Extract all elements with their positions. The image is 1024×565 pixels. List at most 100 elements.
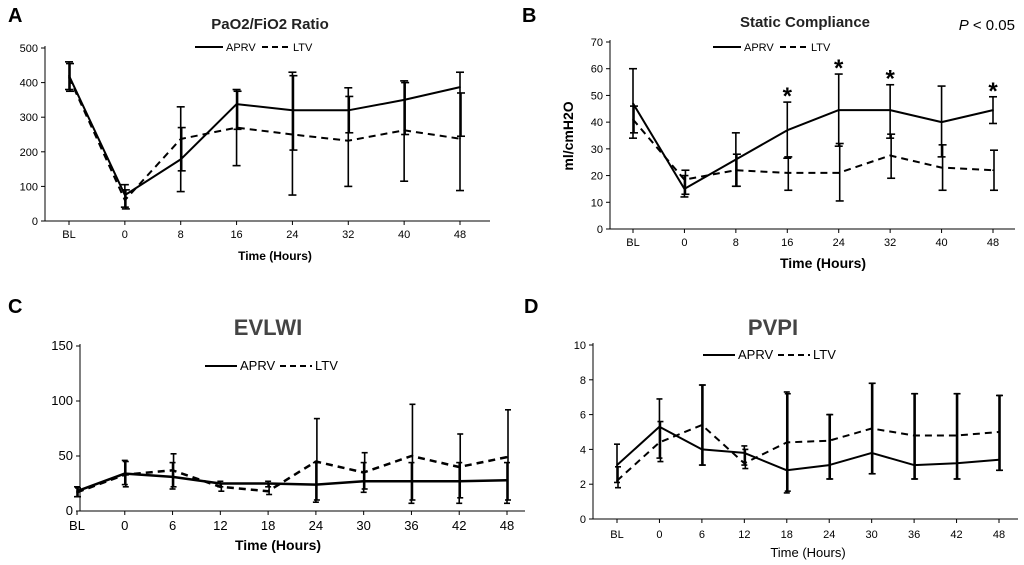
series-line-aprv <box>616 425 1000 472</box>
data-point <box>403 129 405 132</box>
legend-label-aprv: APRV <box>738 347 773 362</box>
data-point <box>837 109 840 111</box>
chart-title: EVLWI <box>234 315 302 340</box>
panel-letter: D <box>524 296 538 318</box>
data-point <box>459 137 461 140</box>
x-axis-label: Time (Hours) <box>770 545 845 560</box>
data-point <box>870 427 873 430</box>
x-tick-label: 48 <box>993 529 1005 541</box>
panel-letter: C <box>8 296 22 318</box>
data-point <box>889 109 891 111</box>
significance-star: * <box>988 78 998 105</box>
data-point <box>347 139 350 142</box>
legend-label-aprv: APRV <box>240 358 275 373</box>
data-point <box>786 129 789 131</box>
x-tick-label: 24 <box>833 237 845 249</box>
y-tick-label: 10 <box>574 340 586 352</box>
data-point <box>683 178 686 181</box>
data-point <box>362 471 365 474</box>
legend-label-aprv: APRV <box>744 42 774 54</box>
data-point <box>506 456 508 458</box>
chart-title: PVPI <box>748 315 798 340</box>
y-tick-label: 100 <box>51 393 73 408</box>
x-tick-label: 32 <box>342 229 354 241</box>
x-tick-label: BL <box>69 518 85 533</box>
legend: APRV LTV <box>195 42 313 54</box>
series-line-ltv <box>616 424 1000 482</box>
series-ltv <box>630 105 998 202</box>
x-tick-label: BL <box>610 529 623 541</box>
series-ltv <box>66 62 465 210</box>
data-point <box>955 434 958 437</box>
series-line-ltv <box>632 118 994 181</box>
x-tick-label: 48 <box>454 229 466 241</box>
y-tick-label: 70 <box>591 37 603 49</box>
data-point <box>837 172 840 174</box>
data-point <box>458 466 461 468</box>
x-tick-label: 30 <box>356 518 370 533</box>
x-axis-label: Time (Hours) <box>235 537 321 553</box>
x-tick-label: 16 <box>781 237 793 249</box>
y-tick-label: 6 <box>580 410 586 422</box>
series-aprv <box>74 459 510 505</box>
significance-star: * <box>834 55 844 82</box>
x-tick-label: 6 <box>169 518 176 533</box>
x-tick-label: 8 <box>178 229 184 241</box>
y-tick-label: 100 <box>20 181 38 193</box>
series-line-aprv <box>632 102 994 190</box>
data-point <box>998 431 1000 433</box>
x-tick-label: 42 <box>452 518 466 533</box>
x-tick-label: BL <box>62 229 75 241</box>
x-tick-label: 48 <box>987 237 999 249</box>
y-tick-label: 400 <box>20 78 38 90</box>
data-point <box>315 460 317 463</box>
significance-star: * <box>885 66 895 93</box>
data-point <box>735 169 737 172</box>
y-tick-label: 0 <box>580 514 586 526</box>
data-point <box>940 121 943 123</box>
y-tick-label: 0 <box>32 216 38 228</box>
p-value-annotation: P < 0.05 <box>959 17 1015 34</box>
data-point <box>992 169 994 172</box>
data-point <box>179 138 182 140</box>
y-tick-label: 8 <box>580 375 586 387</box>
y-tick-label: 60 <box>591 64 603 76</box>
x-tick-label: 16 <box>230 229 242 241</box>
x-tick-label: 48 <box>500 518 514 533</box>
data-point <box>410 455 413 457</box>
x-tick-label: 0 <box>121 518 128 533</box>
panel-letter: A <box>8 5 22 27</box>
data-point <box>76 491 78 494</box>
data-point <box>124 199 126 202</box>
series-line-ltv <box>76 454 508 494</box>
x-tick-label: 24 <box>309 518 323 533</box>
y-tick-label: 30 <box>591 144 603 156</box>
data-point <box>743 462 746 465</box>
series-ltv <box>615 382 1003 492</box>
series-line-aprv <box>68 75 461 197</box>
series-line-ltv <box>68 76 461 202</box>
x-tick-label: 40 <box>935 237 947 249</box>
x-tick-label: 0 <box>122 229 128 241</box>
x-tick-label: 30 <box>866 529 878 541</box>
x-tick-label: 6 <box>699 529 705 541</box>
y-tick-label: 20 <box>591 171 603 183</box>
legend: APRV LTV <box>703 347 836 362</box>
significance-star: * <box>783 83 793 110</box>
x-tick-label: 0 <box>656 529 662 541</box>
data-point <box>171 469 174 472</box>
y-tick-label: 4 <box>580 444 586 456</box>
y-tick-label: 0 <box>66 503 73 518</box>
x-tick-label: 8 <box>733 237 739 249</box>
data-point <box>786 172 789 174</box>
legend-label-ltv: LTV <box>293 42 313 54</box>
x-tick-label: 36 <box>404 518 418 533</box>
y-tick-label: 50 <box>591 90 603 102</box>
data-point <box>632 118 634 121</box>
x-tick-label: 42 <box>950 529 962 541</box>
series-aprv <box>629 67 997 198</box>
chart-panel-a: A PaO2/FiO2 Ratio 0 100 200 300 400 500 BL 0 8 16 24… <box>8 5 490 263</box>
chart-title: PaO2/FiO2 Ratio <box>211 16 329 33</box>
data-point <box>616 464 618 466</box>
legend-label-ltv: LTV <box>813 347 836 362</box>
